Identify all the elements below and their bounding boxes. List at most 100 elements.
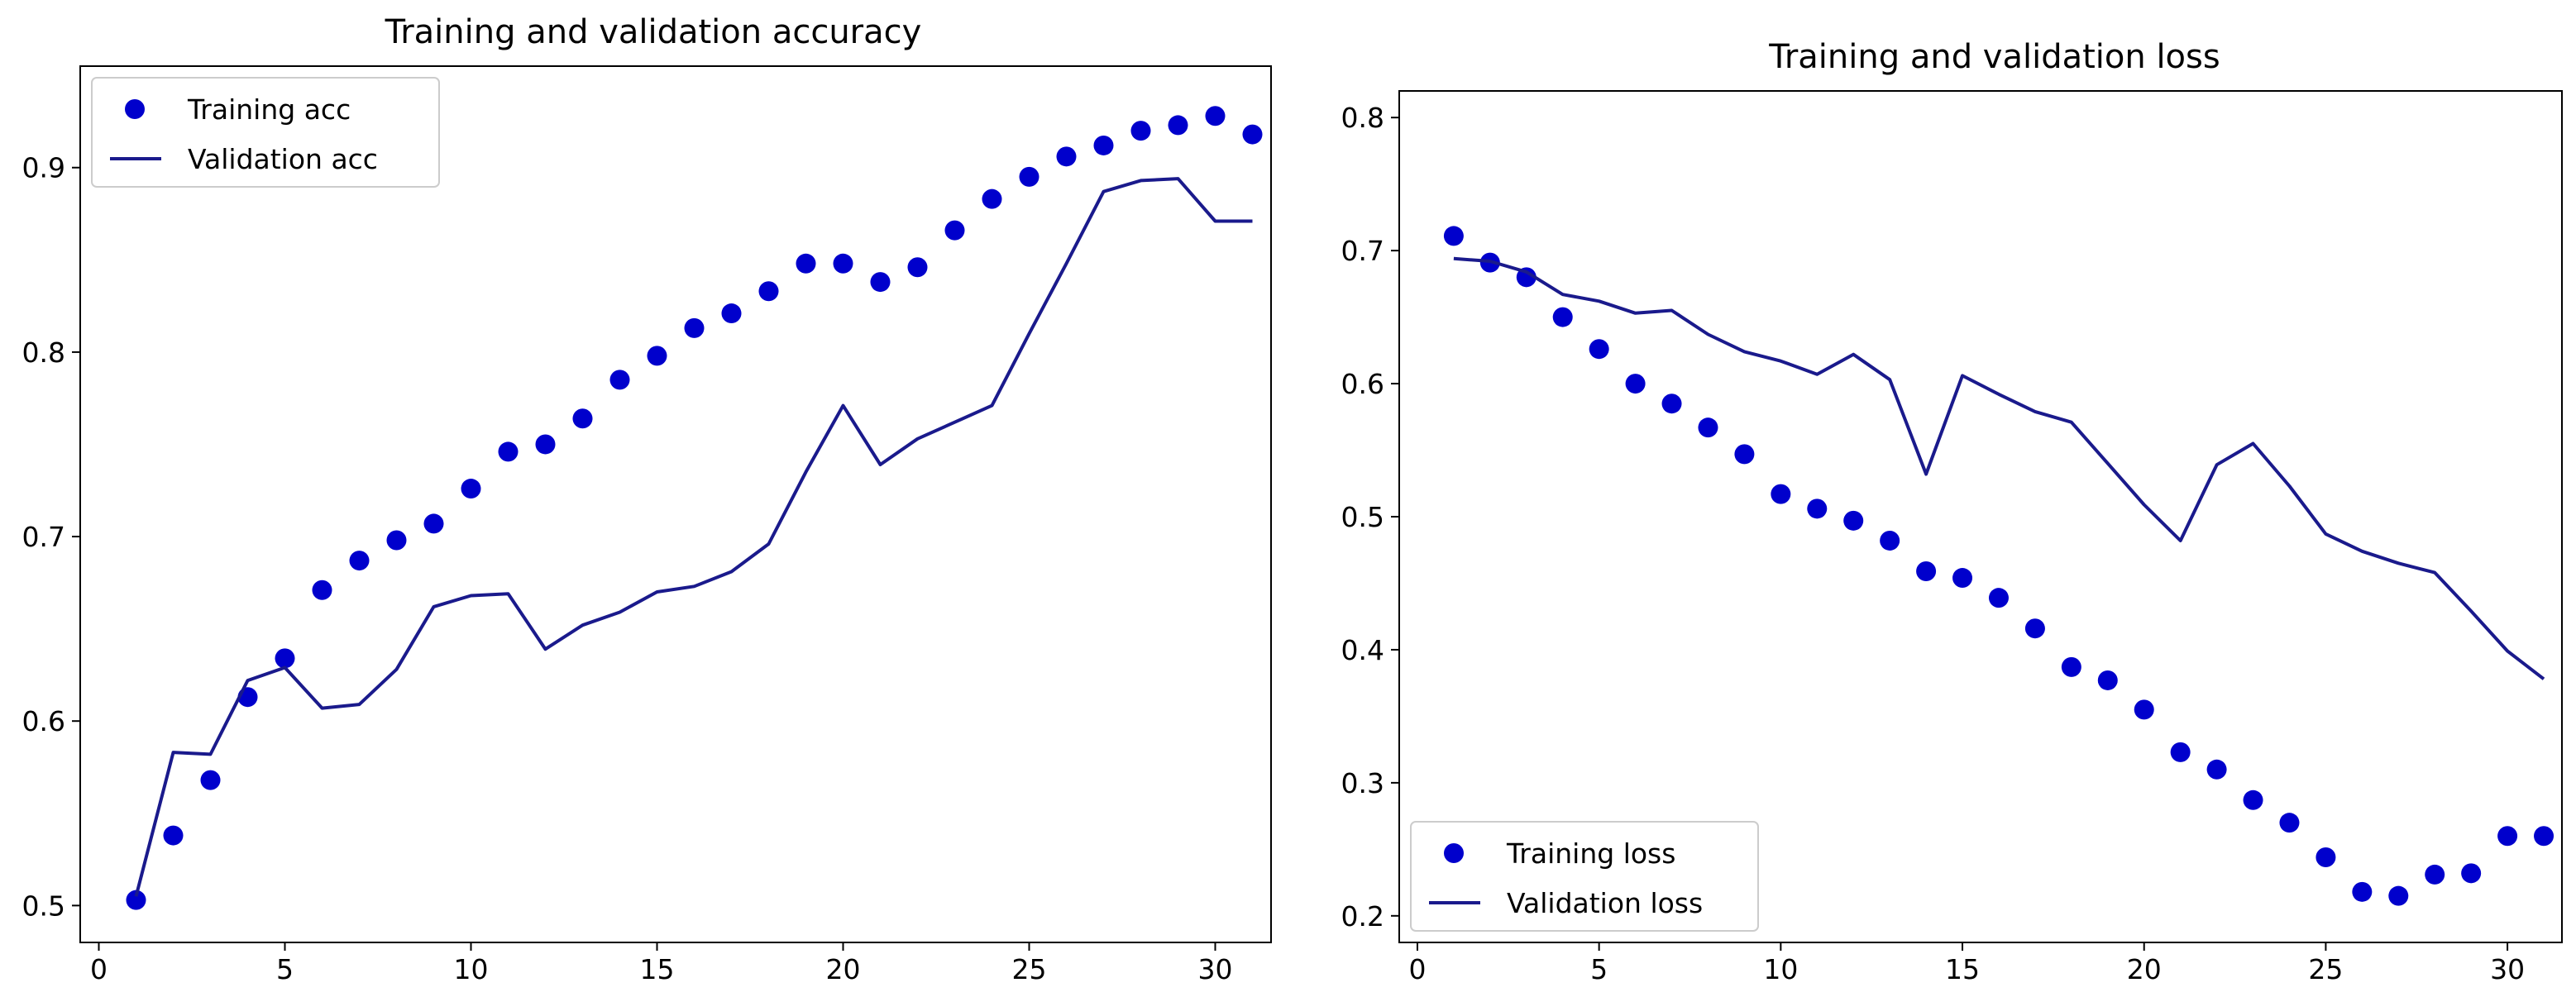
accuracy-training-point	[275, 648, 295, 669]
accuracy-training-point	[758, 281, 779, 302]
accuracy-training-point	[1242, 124, 1263, 145]
loss-training-point	[1988, 588, 2009, 608]
loss-x-axis: 0 5 10 15 20 25 30	[1408, 942, 2525, 985]
accuracy-training-point	[647, 346, 667, 366]
accuracy-training-point	[944, 220, 965, 241]
loss-legend-label: Validation loss	[1507, 887, 1703, 919]
loss-training-point	[1734, 444, 1755, 465]
accuracy-y-tick-label: 0.9	[22, 152, 65, 184]
accuracy-training-point	[1019, 166, 1039, 187]
loss-training-point	[1552, 307, 1573, 327]
loss-training-point	[2134, 699, 2154, 720]
loss-training-point	[2316, 847, 2336, 867]
loss-y-axis: 0.2 0.3 0.4 0.5 0.6 0.7 0.8	[1341, 102, 1399, 933]
loss-legend: Training loss Validation loss	[1410, 821, 1759, 932]
loss-legend-box	[1410, 821, 1759, 932]
accuracy-x-tick-label: 10	[454, 953, 489, 985]
loss-training-point	[2352, 881, 2373, 902]
accuracy-x-axis: 0 5 10 15 20 25 30	[90, 942, 1233, 985]
loss-chart: Training and validation loss 0 5 10 15 20 25 3…	[1341, 38, 2563, 985]
loss-training-point	[1771, 484, 1791, 504]
loss-x-tick-label: 20	[2127, 953, 2162, 985]
accuracy-y-axis: 0.5 0.6 0.7 0.8 0.9	[22, 152, 80, 922]
accuracy-legend-dot-icon	[125, 99, 145, 119]
loss-training-point	[2425, 864, 2445, 885]
accuracy-y-tick-label: 0.8	[22, 336, 65, 369]
accuracy-x-tick-label: 15	[640, 953, 675, 985]
loss-x-tick-label: 30	[2490, 953, 2525, 985]
loss-y-tick-label: 0.3	[1341, 767, 1384, 799]
accuracy-validation-line	[134, 177, 1253, 897]
accuracy-x-tick-label: 30	[1198, 953, 1233, 985]
loss-x-tick-label: 5	[1590, 953, 1608, 985]
accuracy-chart: Training and validation accuracy 0 5 10 15 2…	[22, 13, 1272, 985]
loss-training-point	[1807, 498, 1828, 519]
loss-y-tick-label: 0.2	[1341, 900, 1384, 933]
accuracy-training-point	[423, 513, 444, 534]
loss-training-point	[2461, 863, 2482, 884]
accuracy-series	[126, 106, 1263, 910]
accuracy-training-point	[1168, 115, 1188, 136]
loss-training-point	[2243, 789, 2263, 810]
loss-y-tick-label: 0.6	[1341, 368, 1384, 400]
accuracy-training-point	[386, 530, 407, 551]
accuracy-x-tick-label: 20	[826, 953, 861, 985]
loss-training-point	[1952, 568, 1973, 589]
loss-training-point	[1698, 417, 1718, 438]
accuracy-training-point	[126, 890, 146, 910]
accuracy-training-point	[349, 551, 370, 571]
loss-training-point	[2061, 656, 2081, 677]
accuracy-training-point	[907, 257, 928, 278]
loss-x-tick-label: 15	[1945, 953, 1980, 985]
loss-y-tick-label: 0.7	[1341, 235, 1384, 267]
accuracy-training-point	[870, 272, 891, 293]
accuracy-x-tick-label: 25	[1012, 953, 1047, 985]
loss-legend-dot-icon	[1444, 843, 1464, 863]
loss-x-tick-label: 0	[1408, 953, 1426, 985]
accuracy-chart-title: Training and validation accuracy	[385, 13, 922, 51]
loss-validation-line	[1453, 256, 2545, 680]
loss-x-tick-label: 10	[1763, 953, 1798, 985]
accuracy-y-tick-label: 0.7	[22, 521, 65, 553]
accuracy-x-tick-label: 5	[276, 953, 294, 985]
accuracy-training-point	[796, 253, 816, 274]
loss-training-point	[1661, 394, 1682, 414]
loss-training-point	[2170, 742, 2191, 762]
loss-training-point	[1589, 339, 1609, 360]
accuracy-training-point	[312, 580, 332, 600]
accuracy-y-tick-label: 0.6	[22, 705, 65, 737]
accuracy-legend-label: Validation acc	[188, 143, 378, 175]
accuracy-x-tick-label: 0	[90, 953, 108, 985]
loss-training-point	[1916, 561, 1937, 581]
loss-training-point	[2534, 826, 2554, 847]
loss-training-point	[1880, 530, 1900, 551]
accuracy-training-point	[982, 188, 1002, 209]
accuracy-training-point	[1205, 106, 1226, 126]
loss-x-tick-label: 25	[2308, 953, 2343, 985]
loss-legend-label: Training loss	[1506, 837, 1675, 870]
accuracy-training-point	[163, 825, 184, 846]
loss-training-point	[1443, 226, 1464, 246]
accuracy-training-point	[572, 408, 593, 429]
loss-training-point	[2097, 670, 2118, 690]
accuracy-training-point	[721, 303, 742, 324]
loss-series	[1443, 226, 2554, 906]
accuracy-training-point	[535, 434, 556, 455]
loss-training-point	[2279, 813, 2300, 833]
loss-training-point	[1625, 374, 1646, 394]
loss-training-point	[1843, 510, 1864, 531]
loss-training-point	[2206, 759, 2227, 780]
accuracy-training-point	[200, 770, 221, 790]
loss-chart-title: Training and validation loss	[1768, 38, 2220, 76]
accuracy-training-point	[498, 441, 519, 462]
loss-training-point	[2024, 618, 2045, 639]
accuracy-legend-label: Training acc	[187, 93, 351, 126]
loss-y-tick-label: 0.5	[1341, 501, 1384, 533]
accuracy-training-point	[684, 317, 705, 338]
accuracy-legend-box	[91, 77, 440, 188]
loss-y-tick-label: 0.8	[1341, 102, 1384, 134]
loss-training-point	[2497, 826, 2518, 847]
accuracy-training-point	[1056, 146, 1077, 167]
loss-training-point	[1516, 267, 1537, 288]
